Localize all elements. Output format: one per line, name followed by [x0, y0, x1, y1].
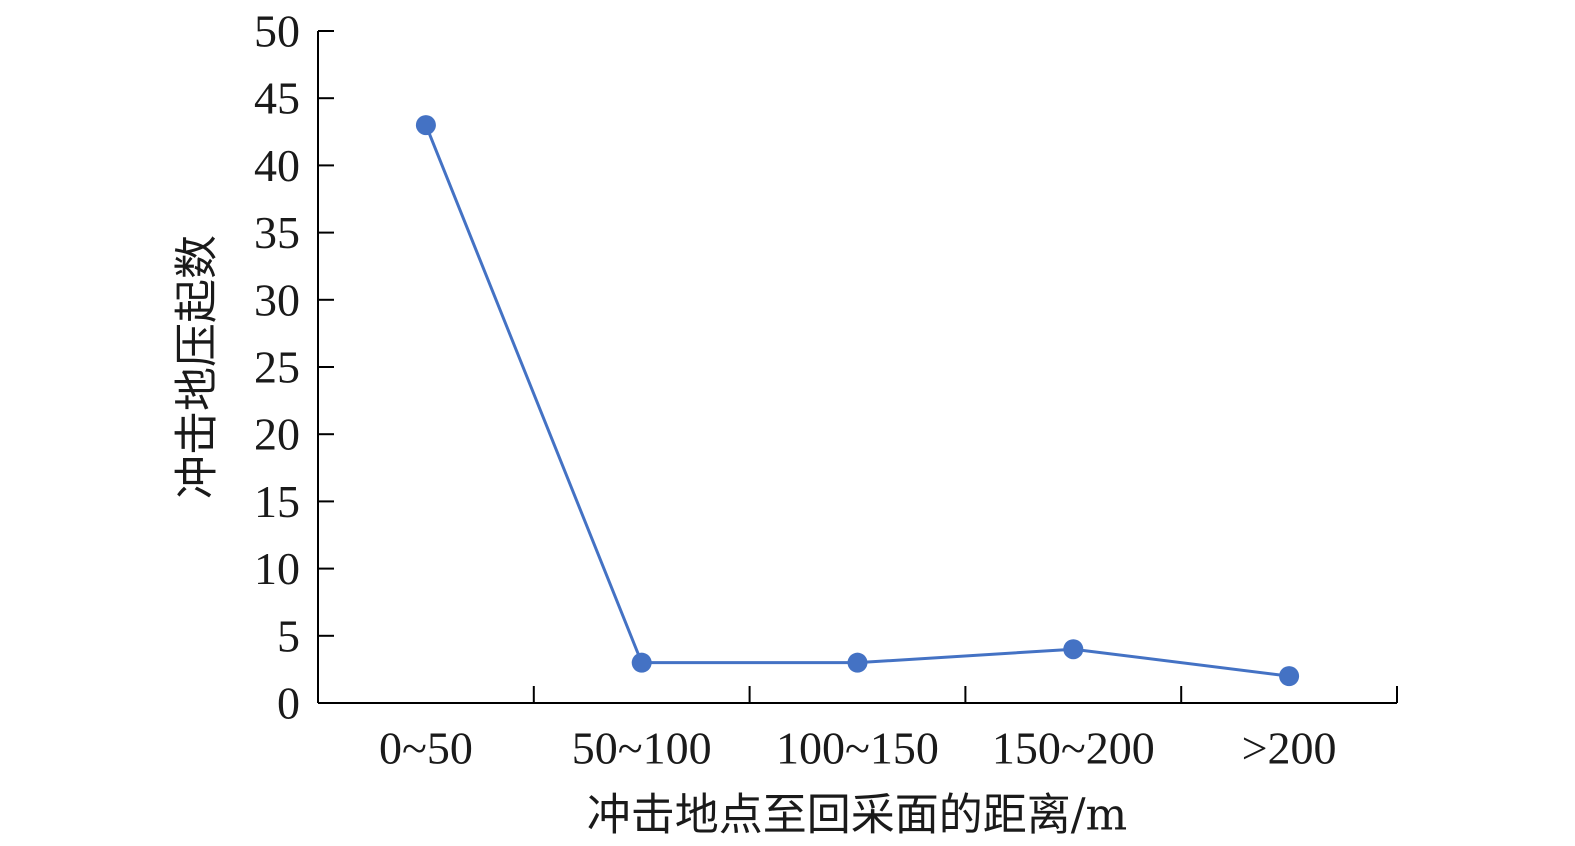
y-tick-label: 0: [277, 678, 300, 729]
x-tick-label: 150~200: [992, 723, 1155, 774]
x-ticks: 0~50 50~100 100~150 150~200 >200: [379, 686, 1398, 774]
data-point: [631, 652, 652, 673]
data-point: [1279, 666, 1300, 687]
x-axis-title: 冲击地点至回采面的距离/m: [587, 790, 1128, 841]
x-tick-label: >200: [1242, 723, 1337, 774]
y-tick-label: 10: [254, 543, 300, 594]
x-tick-label: 0~50: [379, 723, 473, 774]
data-point: [415, 115, 436, 136]
y-tick-label: 30: [254, 274, 300, 325]
y-tick-label: 50: [254, 6, 300, 57]
y-tick-label: 20: [254, 409, 300, 460]
y-tick-label: 25: [254, 342, 300, 393]
data-point: [847, 652, 868, 673]
x-tick-label: 50~100: [572, 723, 712, 774]
series: [415, 115, 1300, 687]
y-tick-label: 40: [254, 140, 300, 191]
y-tick-label: 5: [277, 610, 300, 661]
axes: [317, 31, 1397, 704]
series-line: [424, 124, 1290, 678]
y-axis-title: 冲击地压起数: [172, 235, 223, 499]
y-tick-label: 15: [254, 476, 300, 527]
data-point: [1063, 639, 1084, 660]
x-tick-label: 100~150: [776, 723, 939, 774]
y-tick-label: 45: [254, 73, 300, 124]
y-tick-label: 35: [254, 207, 300, 258]
y-ticks: 0 5 10 15 20 25 30 35 40 45 50: [254, 6, 334, 729]
